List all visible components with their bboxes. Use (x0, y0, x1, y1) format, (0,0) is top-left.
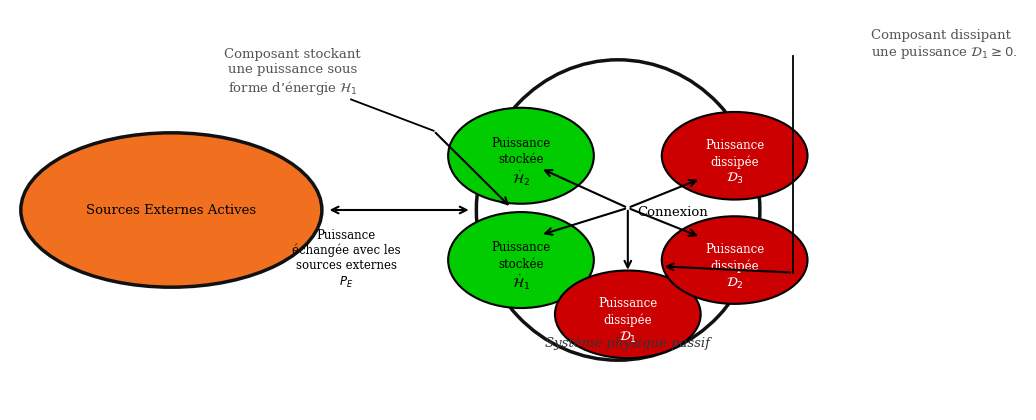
Ellipse shape (449, 212, 594, 308)
Text: Puissance
échangée avec les
sources externes
$P_E$: Puissance échangée avec les sources exte… (292, 229, 401, 290)
Text: Composant dissipant
une puissance $\mathcal{D}_1 \geq 0.$: Composant dissipant une puissance $\math… (870, 29, 1017, 61)
Text: Sources Externes Actives: Sources Externes Actives (86, 204, 257, 216)
Text: Puissance: Puissance (706, 243, 765, 256)
Text: Composant stockant
une puissance sous
forme d’énergie $\mathcal{H}_1$: Composant stockant une puissance sous fo… (225, 48, 362, 97)
Text: Puissance: Puissance (706, 139, 765, 152)
Text: $\mathcal{D}_1$: $\mathcal{D}_1$ (618, 330, 637, 345)
Text: dissipée: dissipée (711, 260, 759, 273)
Ellipse shape (555, 270, 700, 358)
Ellipse shape (662, 216, 807, 304)
Ellipse shape (477, 60, 759, 360)
Ellipse shape (662, 112, 807, 200)
Text: Puissance: Puissance (491, 137, 550, 150)
Text: stockée: stockée (498, 258, 544, 271)
Ellipse shape (449, 108, 594, 204)
Text: dissipée: dissipée (711, 155, 759, 169)
Text: $\mathcal{D}_3$: $\mathcal{D}_3$ (726, 171, 744, 186)
Text: $\dot{\mathcal{H}}_2$: $\dot{\mathcal{H}}_2$ (512, 169, 530, 188)
Text: Système physique passif: Système physique passif (545, 337, 711, 350)
Text: $\dot{\mathcal{H}}_1$: $\dot{\mathcal{H}}_1$ (512, 274, 530, 292)
Ellipse shape (21, 133, 322, 287)
Text: stockée: stockée (498, 153, 544, 166)
Text: Puissance: Puissance (491, 241, 550, 254)
Text: $\mathcal{D}_2$: $\mathcal{D}_2$ (726, 276, 744, 291)
Text: Connexion: Connexion (637, 205, 709, 218)
Text: Puissance: Puissance (598, 297, 658, 310)
Text: dissipée: dissipée (604, 314, 652, 327)
